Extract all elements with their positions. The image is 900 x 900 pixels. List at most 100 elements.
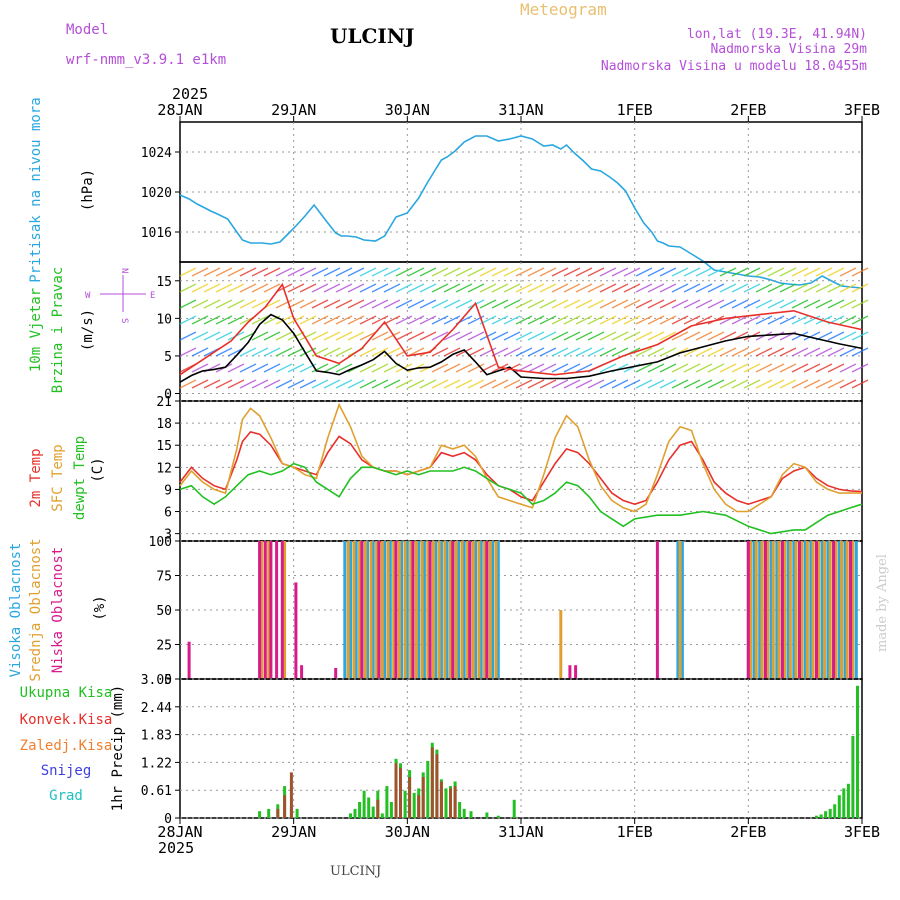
wind-arrow xyxy=(527,283,545,293)
wind-arrow xyxy=(443,299,461,309)
precipitation-ytick-label: 0.61 xyxy=(141,784,172,799)
compass-north: N xyxy=(119,268,129,273)
clouds-bar xyxy=(786,541,790,679)
wind-arrow xyxy=(251,267,269,277)
wind-arrow xyxy=(383,315,401,325)
wind-arrow xyxy=(563,363,581,373)
clouds-bar xyxy=(678,541,682,679)
wind-label: (m/s) xyxy=(80,309,96,351)
wind-arrow xyxy=(431,363,449,373)
clouds-bar xyxy=(343,541,347,679)
wind-arrow xyxy=(443,315,461,325)
wind-arrow xyxy=(803,347,821,357)
wind-arrow xyxy=(719,347,737,357)
clouds-bar xyxy=(752,541,756,679)
wind-arrow xyxy=(479,267,497,277)
clouds-bar xyxy=(854,541,858,679)
wind-arrow xyxy=(263,331,281,341)
wind-arrow xyxy=(359,283,377,293)
wind-arrow xyxy=(587,379,605,389)
wind-arrow xyxy=(275,299,293,309)
wind-arrow xyxy=(287,363,305,373)
precipitation-bar xyxy=(512,799,516,818)
wind-arrow xyxy=(635,267,653,277)
wind-arrow xyxy=(707,347,725,357)
wind-arrow xyxy=(683,283,701,293)
wind-arrow xyxy=(659,331,677,341)
wind-arrow xyxy=(551,379,569,389)
precipitation-bar xyxy=(435,754,439,818)
wind-arrow xyxy=(443,347,461,357)
precipitation-bar xyxy=(449,788,452,818)
wind-arrow xyxy=(731,363,749,373)
wind-arrow xyxy=(251,331,269,341)
wind-arrow xyxy=(419,379,437,389)
wind-arrow xyxy=(359,331,377,341)
clouds-bar xyxy=(443,541,447,679)
wind-arrow xyxy=(803,379,821,389)
wind-arrow xyxy=(599,347,617,357)
clouds-bar xyxy=(845,541,849,679)
wind-arrow xyxy=(311,331,329,341)
wind-arrow xyxy=(587,331,605,341)
clouds-bar xyxy=(383,541,387,679)
wind-arrow xyxy=(767,299,785,309)
wind-arrow xyxy=(287,283,305,293)
wind-arrow xyxy=(395,283,413,293)
wind-arrow xyxy=(299,331,317,341)
clouds-bar xyxy=(283,541,287,679)
wind-arrow xyxy=(839,267,857,277)
wind-arrow xyxy=(275,315,293,325)
wind-arrow xyxy=(731,379,749,389)
wind-arrow xyxy=(719,379,737,389)
wind-arrow xyxy=(695,315,713,325)
wind-arrow xyxy=(647,379,665,389)
wind-label: 10m Vjetar xyxy=(28,288,44,372)
wind-arrow xyxy=(719,363,737,373)
wind-arrow xyxy=(191,379,209,389)
wind-arrow xyxy=(287,299,305,309)
clouds-bar xyxy=(439,541,443,679)
wind-arrow xyxy=(323,299,341,309)
clouds-bar xyxy=(386,541,390,679)
clouds-bar xyxy=(392,541,396,679)
wind-arrow xyxy=(275,267,293,277)
precipitation-bar xyxy=(833,804,837,818)
precipitation-bar xyxy=(824,811,828,818)
clouds-bar xyxy=(655,541,659,679)
clouds-bar xyxy=(559,610,563,679)
clouds-bar xyxy=(676,541,680,679)
clouds-bar xyxy=(777,541,781,679)
model-altitude-text: Nadmorska Visina u modelu 18.0455m xyxy=(601,59,867,74)
wind-arrow xyxy=(335,347,353,357)
wind-arrow xyxy=(263,267,281,277)
wind-arrow xyxy=(827,267,845,277)
wind-arrow xyxy=(563,299,581,309)
clouds-label: Visoka Oblacnost xyxy=(8,543,24,678)
clouds-bar xyxy=(346,541,350,679)
wind-arrow xyxy=(491,283,509,293)
wind-arrow xyxy=(179,379,197,389)
wind-arrow xyxy=(299,299,317,309)
wind-arrow xyxy=(443,283,461,293)
precipitation-label: Snijeg xyxy=(41,763,92,779)
wind-arrow xyxy=(647,347,665,357)
wind-arrow xyxy=(395,299,413,309)
wind-arrow xyxy=(503,347,521,357)
clouds-bar xyxy=(294,582,298,679)
wind-arrow xyxy=(467,283,485,293)
wind-arrow xyxy=(503,267,521,277)
clouds-bar xyxy=(363,541,367,679)
wind-arrow xyxy=(563,347,581,357)
wind-arrow xyxy=(503,363,521,373)
wind-arrow xyxy=(479,299,497,309)
clouds-bar xyxy=(426,541,430,679)
wind-arrow xyxy=(707,283,725,293)
x-tick-top: 30JAN xyxy=(385,101,430,119)
wind-arrow xyxy=(755,299,773,309)
wind-arrow xyxy=(287,267,305,277)
wind-arrow xyxy=(239,379,257,389)
precipitation-bar xyxy=(258,811,262,818)
wind-arrow xyxy=(491,331,509,341)
wind-arrow xyxy=(575,283,593,293)
